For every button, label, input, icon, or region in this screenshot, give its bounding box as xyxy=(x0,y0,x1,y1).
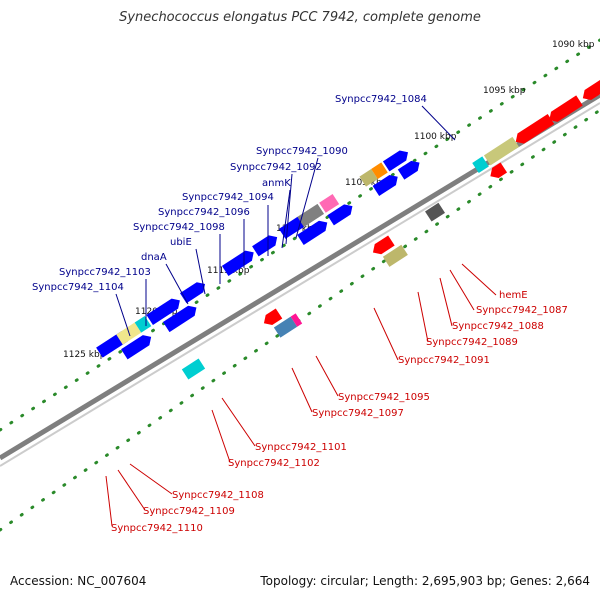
gene-feature[interactable] xyxy=(221,247,257,276)
gene-label[interactable]: Synpcc7942_1110 xyxy=(111,523,203,534)
leader-line xyxy=(417,291,429,343)
leader-line xyxy=(221,397,256,447)
forward-gene-labels: Synpcc7942_1084 Synpcc7942_1090 Synpcc79… xyxy=(32,94,427,293)
leader-line xyxy=(461,263,497,296)
gene-feature[interactable] xyxy=(371,162,388,180)
leader-line xyxy=(439,277,453,327)
gene-feature[interactable] xyxy=(290,313,303,327)
gene-feature[interactable] xyxy=(146,295,183,325)
gene-feature[interactable] xyxy=(319,194,340,213)
gene-label[interactable]: Synpcc7942_1094 xyxy=(182,192,274,203)
gene-feature[interactable] xyxy=(278,214,309,239)
gene-label[interactable]: Synpcc7942_1096 xyxy=(158,207,250,218)
leader-line xyxy=(129,463,173,495)
leader-line xyxy=(165,263,189,305)
gene-label[interactable]: Synpcc7942_1090 xyxy=(256,146,348,157)
gene-label[interactable]: Synpcc7942_1095 xyxy=(338,392,430,403)
gene-feature[interactable] xyxy=(179,279,208,304)
leader-line xyxy=(295,157,319,239)
gene-feature[interactable] xyxy=(252,232,280,257)
gene-label[interactable]: Synpcc7942_1102 xyxy=(228,458,320,469)
leader-line xyxy=(373,307,399,361)
leader-line xyxy=(281,189,291,249)
kbp-label: 1095 kbp xyxy=(483,86,526,96)
gene-feature[interactable] xyxy=(162,302,200,333)
kbp-label: 1125 kbp xyxy=(63,350,106,360)
forward-genes xyxy=(96,147,411,358)
inner-tick-ring xyxy=(0,108,600,532)
leader-line xyxy=(421,105,456,141)
gene-label[interactable]: Synpcc7942_1084 xyxy=(335,94,427,105)
gene-feature[interactable] xyxy=(121,332,154,360)
gene-feature[interactable] xyxy=(483,136,520,166)
outer-tick-line xyxy=(0,38,600,432)
gene-feature[interactable] xyxy=(382,244,408,267)
gene-feature[interactable] xyxy=(580,79,600,103)
gene-features xyxy=(96,79,600,380)
gene-label[interactable]: Synpcc7942_1108 xyxy=(172,490,264,501)
outer-tick-ring xyxy=(0,38,600,432)
kbp-label: 1090 kbp xyxy=(552,40,595,50)
accession-text: Accession: NC_007604 xyxy=(10,574,147,588)
gene-label[interactable]: Synpcc7942_1092 xyxy=(230,162,322,173)
reverse-genes xyxy=(181,79,600,380)
reverse-gene-labels: hemE Synpcc7942_1087 Synpcc7942_1088 Syn… xyxy=(111,290,568,534)
gene-label[interactable]: anmK xyxy=(262,178,291,189)
genome-summary-text: Topology: circular; Length: 2,695,903 bp… xyxy=(260,574,590,588)
leader-line xyxy=(315,355,339,397)
leader-line xyxy=(449,269,475,311)
gene-label[interactable]: Synpcc7942_1098 xyxy=(133,222,225,233)
kbp-label: 1100 kbp xyxy=(414,132,457,142)
gene-label[interactable]: Synpcc7942_1109 xyxy=(143,506,235,517)
gene-feature[interactable] xyxy=(512,113,555,147)
gene-feature[interactable] xyxy=(359,168,378,187)
gene-feature[interactable] xyxy=(134,316,152,333)
gene-feature[interactable] xyxy=(370,235,395,257)
label-leaders xyxy=(105,105,497,527)
gene-feature[interactable] xyxy=(327,201,355,226)
gene-feature[interactable] xyxy=(273,316,298,338)
gene-label[interactable]: Synpcc7942_1091 xyxy=(398,355,490,366)
gene-label[interactable]: Synpcc7942_1087 xyxy=(476,305,568,316)
leader-line xyxy=(291,367,313,413)
gene-label[interactable]: hemE xyxy=(499,290,528,301)
gene-label[interactable]: Synpcc7942_1101 xyxy=(255,442,347,453)
gene-feature[interactable] xyxy=(297,203,325,227)
gene-feature[interactable] xyxy=(546,95,583,125)
gene-feature[interactable] xyxy=(297,217,330,245)
gene-label[interactable]: Synpcc7942_1088 xyxy=(452,321,544,332)
gene-feature[interactable] xyxy=(472,156,489,174)
gene-feature[interactable] xyxy=(487,162,508,181)
gene-label[interactable]: dnaA xyxy=(141,252,167,263)
gene-feature[interactable] xyxy=(261,308,283,328)
forward-genes-row2 xyxy=(121,158,423,360)
gene-feature[interactable] xyxy=(181,358,206,380)
gene-feature[interactable] xyxy=(372,172,401,196)
leader-line xyxy=(115,293,131,337)
leader-line xyxy=(117,469,146,511)
gene-feature[interactable] xyxy=(382,147,411,172)
leader-line xyxy=(285,173,293,245)
map-title: Synechococcus elongatus PCC 7942, comple… xyxy=(119,10,481,25)
gene-feature[interactable] xyxy=(397,158,423,180)
leader-line xyxy=(195,248,206,295)
gene-feature[interactable] xyxy=(425,202,445,222)
leader-line xyxy=(211,409,231,463)
gene-label[interactable]: Synpcc7942_1097 xyxy=(312,408,404,419)
inner-tick-line xyxy=(0,108,600,532)
gene-label[interactable]: ubiE xyxy=(170,237,192,248)
leader-line xyxy=(105,475,113,527)
gene-label[interactable]: Synpcc7942_1089 xyxy=(426,337,518,348)
gene-label[interactable]: Synpcc7942_1104 xyxy=(32,282,124,293)
gene-label[interactable]: Synpcc7942_1103 xyxy=(59,267,151,278)
